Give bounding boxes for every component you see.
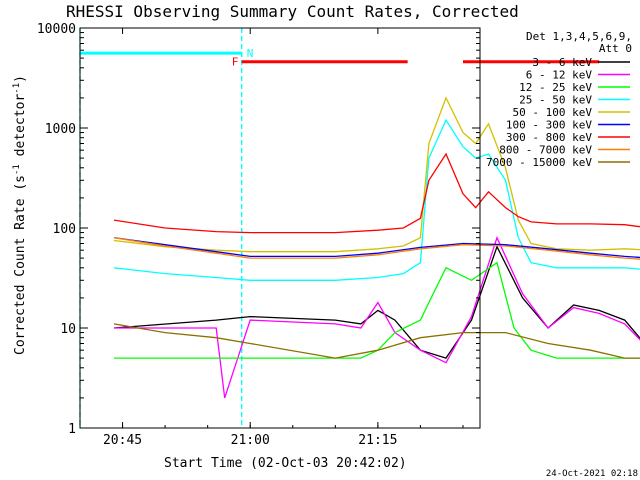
series-line-6 <box>113 152 640 234</box>
y-axis-label-end: ) <box>13 75 28 83</box>
marker-n: N <box>247 47 254 60</box>
legend-label-6: 300 - 800 keV <box>506 131 592 144</box>
footer-date: 24-Oct-2021 02:18 <box>546 469 638 479</box>
legend-label-3: 25 - 50 keV <box>519 94 592 107</box>
series-line-8 <box>113 323 640 359</box>
y-tick-label-1: 10 <box>60 322 76 337</box>
legend-label-5: 100 - 300 keV <box>506 119 592 132</box>
series-line-7 <box>113 237 640 260</box>
y-axis-label-sup: -1 <box>12 164 22 175</box>
y-axis-label-main: Corrected Count Rate (s <box>13 175 28 355</box>
legend-label-2: 12 - 25 keV <box>519 81 592 94</box>
y-axis-label-sup2: -1 <box>12 83 22 94</box>
plot-background <box>80 28 480 428</box>
legend-label-7: 800 - 7000 keV <box>499 144 592 157</box>
series-lines <box>113 96 640 399</box>
legend-label-8: 7000 - 15000 keV <box>486 156 592 169</box>
series-line-5 <box>113 237 640 259</box>
y-axis-label: Corrected Count Rate (s-1 detector-1) <box>12 75 28 355</box>
y-tick-label-3: 1000 <box>45 122 76 137</box>
x-axis-label: Start Time (02-Oct-03 20:42:02) <box>164 456 407 471</box>
x-tick-label-2: 21:15 <box>358 433 397 448</box>
chart-title: RHESSI Observing Summary Count Rates, Co… <box>66 2 519 21</box>
plot-area <box>80 28 480 428</box>
axes: 20:45 21:00 21:15 1 10 100 1000 10000 <box>37 22 481 448</box>
legend-label-4: 50 - 100 keV <box>513 106 593 119</box>
y-tick-label-4: 10000 <box>37 22 76 37</box>
y-tick-label-0: 1 <box>68 422 76 437</box>
series-line-1 <box>114 235 640 399</box>
legend-label-0: 3 - 6 keV <box>532 56 592 69</box>
x-tick-label-1: 21:00 <box>231 433 270 448</box>
series-line-3 <box>113 118 640 281</box>
legend-header-0: Det 1,3,4,5,6,9, <box>526 30 632 43</box>
legend-header-1: Att 0 <box>599 42 632 55</box>
legend-label-1: 6 - 12 keV <box>526 69 593 82</box>
series-line-4 <box>113 96 640 253</box>
x-tick-label-0: 20:45 <box>103 433 142 448</box>
y-axis-label-tail: detector <box>13 94 28 165</box>
y-tick-label-2: 100 <box>53 222 76 237</box>
marker-f: F <box>232 56 239 69</box>
